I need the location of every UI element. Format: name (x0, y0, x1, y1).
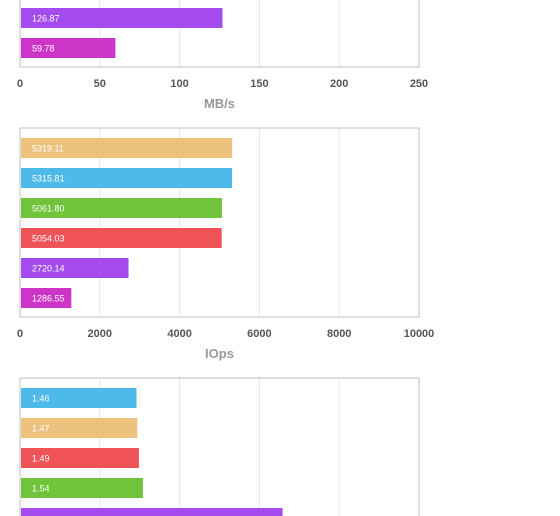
x-axis-label: MB/s (204, 96, 235, 111)
x-tick-label: 0 (17, 328, 23, 340)
chart-1: 126.87 59.78 0 50 100 150 200 250 MB/s (17, 0, 428, 111)
x-tick-label: 0 (17, 78, 23, 90)
data-label: 5054.03 (32, 234, 65, 244)
x-tick-label: 4000 (167, 328, 191, 340)
bar (21, 228, 222, 248)
bar (21, 198, 222, 218)
plot-frame (19, 377, 420, 516)
data-label: 5319.11 (32, 144, 64, 154)
x-tick-label: 2000 (88, 328, 112, 340)
data-label: 2720.14 (32, 264, 65, 274)
chart-3: 1.46 1.47 1.49 1.54 (19, 377, 420, 516)
data-label: 5315.81 (32, 174, 65, 184)
data-label: 59.78 (32, 44, 55, 54)
bar (21, 448, 139, 468)
data-label: 1286.55 (32, 294, 65, 304)
bar (21, 388, 137, 408)
x-tick-label: 100 (170, 78, 188, 90)
bar (21, 8, 223, 28)
bar (21, 478, 143, 498)
bar (21, 258, 129, 278)
bar (21, 138, 233, 158)
data-label: 5061.80 (32, 204, 65, 214)
x-tick-label: 6000 (247, 328, 271, 340)
bar (21, 38, 116, 58)
x-tick-label: 50 (94, 78, 106, 90)
plot-frame (19, 0, 420, 68)
x-tick-label: 10000 (404, 328, 435, 340)
data-label: 1.54 (32, 484, 50, 494)
x-tick-label: 150 (250, 78, 268, 90)
x-tick-label: 8000 (327, 328, 351, 340)
bar (21, 288, 72, 308)
bar (21, 508, 283, 516)
x-tick-label: 250 (410, 78, 428, 90)
x-axis-label: IOps (205, 346, 234, 361)
plot-frame (19, 127, 420, 318)
data-label: 126.87 (32, 14, 60, 24)
bar (21, 418, 138, 438)
chart-2: 5319.11 5315.81 5061.80 5054.03 2720.14 1286.… (17, 127, 435, 361)
data-label: 1.46 (32, 394, 50, 404)
data-label: 1.47 (32, 424, 50, 434)
bar (21, 168, 233, 188)
x-tick-label: 200 (330, 78, 348, 90)
data-label: 1.49 (32, 454, 50, 464)
